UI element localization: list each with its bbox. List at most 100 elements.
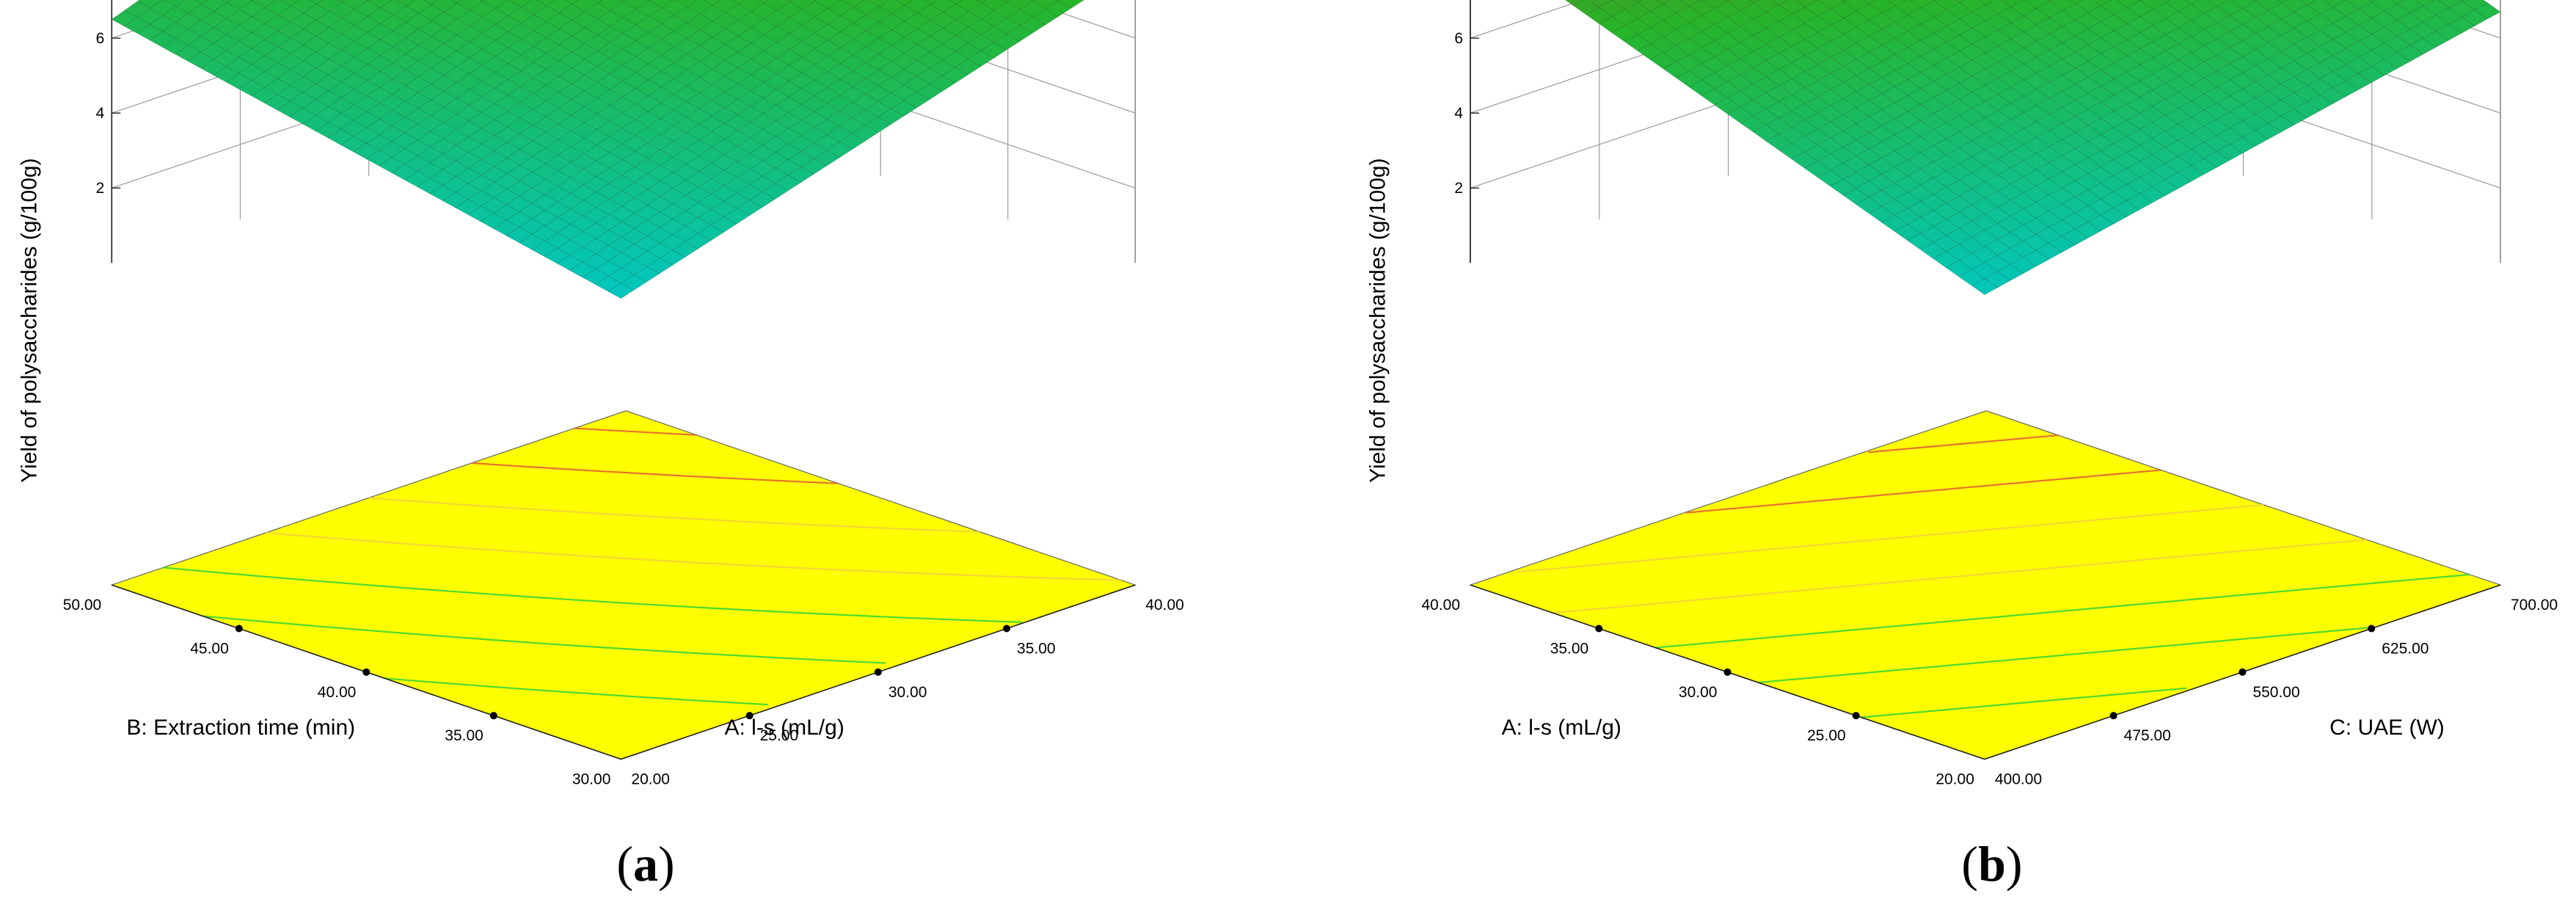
surface-facet: [814, 55, 841, 73]
x-tick-dot: [1003, 625, 1011, 633]
surface-facet: [1657, 0, 1672, 5]
surface-facet: [340, 73, 368, 90]
x-tick-label: 35.00: [1017, 640, 1056, 657]
surface-facet: [827, 79, 854, 95]
surface-facet: [980, 10, 1007, 27]
panel-label-a: (a): [616, 836, 674, 892]
surface-facet: [787, 150, 814, 167]
surface-facet: [993, 1, 1021, 19]
surface-facet: [839, 86, 866, 103]
y-tick-label: 40.00: [318, 684, 357, 701]
surface-facet: [2332, 80, 2360, 98]
surface-facet: [1725, 0, 1731, 2]
surface-facet: [1726, 106, 1754, 123]
y-tick-label: 40.00: [1421, 597, 1460, 614]
surface-facet: [1971, 278, 1999, 295]
surface-facet: [1978, 0, 1995, 5]
surface-facet: [1637, 43, 1664, 60]
y-tick-label: 25.00: [1807, 727, 1846, 744]
y-tick-dot: [489, 712, 497, 720]
surface-facet: [814, 71, 841, 88]
surface-facet: [1598, 16, 1625, 33]
surface-facet: [737, 11, 765, 28]
surface-facet: [264, 78, 291, 95]
surface-facet: [1791, 151, 1818, 169]
surface-facet: [864, 117, 891, 134]
surface-facet: [340, 136, 368, 153]
y-tick-label: 20.00: [1935, 771, 1974, 787]
floor-front-edges: [112, 584, 1136, 760]
surface-facet: [763, 10, 790, 27]
surface-facet: [442, 161, 470, 178]
surface-facet: [763, 57, 790, 75]
surface-facet: [238, 64, 266, 81]
surface-facet: [839, 117, 866, 134]
y-axis-label: B: Extraction time (min): [126, 716, 355, 740]
surface-facet: [672, 164, 699, 181]
surface-facet: [1932, 0, 1936, 1]
x-tick-label: 550.00: [2252, 684, 2299, 701]
floor-contour: [574, 427, 697, 436]
surface-facet: [456, 0, 484, 11]
surface-facet: [289, 108, 316, 125]
x-tick-label: 25.00: [760, 727, 799, 744]
surface-facet: [660, 30, 687, 48]
x-tick-dot: [874, 668, 882, 676]
surface-facet: [776, 17, 803, 34]
surface-facet: [563, 0, 580, 5]
surface-facet: [749, 175, 776, 192]
floor-contour: [384, 677, 769, 706]
surface-facet: [2139, 0, 2142, 1]
surface-facet: [800, 142, 828, 159]
surface-facet: [775, 143, 802, 160]
floor-contour: [1861, 687, 2187, 718]
surface-facet: [353, 112, 380, 128]
surface-facet: [660, 125, 687, 142]
floor-plane-b: [1469, 410, 2502, 760]
surface-facet: [1804, 161, 1831, 178]
surface-facet: [736, 184, 763, 201]
surface-facet: [903, 92, 930, 109]
surface-facet: [592, 0, 603, 4]
surface-facet: [731, 0, 745, 4]
surface-facet: [1840, 0, 1848, 3]
floor-contour: [1868, 434, 2059, 454]
surface-facet: [891, 53, 918, 70]
surface-facet: [776, 65, 803, 82]
surface-facet: [866, 6, 893, 23]
surface-facet: [2161, 0, 2171, 3]
surface-facet: [1863, 0, 1878, 4]
surface-facet: [337, 0, 346, 3]
surface-facet: [800, 95, 828, 112]
floor-contour: [471, 462, 839, 484]
surface-facet: [949, 0, 963, 4]
surface-facet: [750, 98, 777, 114]
surface-facet: [916, 83, 943, 101]
z-tick-label: 6: [1454, 30, 1463, 47]
surface-facet: [175, 45, 202, 62]
surface-facet: [789, 9, 816, 26]
floor-contour: [163, 567, 1023, 623]
surface-facet: [635, 15, 663, 33]
surface-facet: [1894, 224, 1921, 241]
surface-facet: [751, 2, 778, 20]
surface-facet: [225, 73, 252, 90]
surface-facet: [762, 73, 789, 90]
x-axis-label: A: l-s (mL/g): [724, 716, 844, 740]
surface-facet: [903, 76, 930, 92]
surface-facet: [762, 152, 789, 169]
surface-facet: [277, 101, 304, 117]
surface-facet: [758, 0, 770, 4]
surface-facet: [801, 32, 828, 49]
surface-facet: [1032, 0, 1059, 10]
surface-facet: [750, 113, 777, 130]
surface-facet: [1565, 0, 1584, 6]
surface-facet: [544, 247, 571, 264]
surface-facet: [1006, 0, 1033, 10]
surface-facet: [723, 208, 751, 225]
surface-facet: [916, 68, 944, 84]
x-tick-dot: [745, 712, 754, 720]
surface-facet: [1688, 79, 1715, 97]
surface-facet: [826, 95, 853, 112]
